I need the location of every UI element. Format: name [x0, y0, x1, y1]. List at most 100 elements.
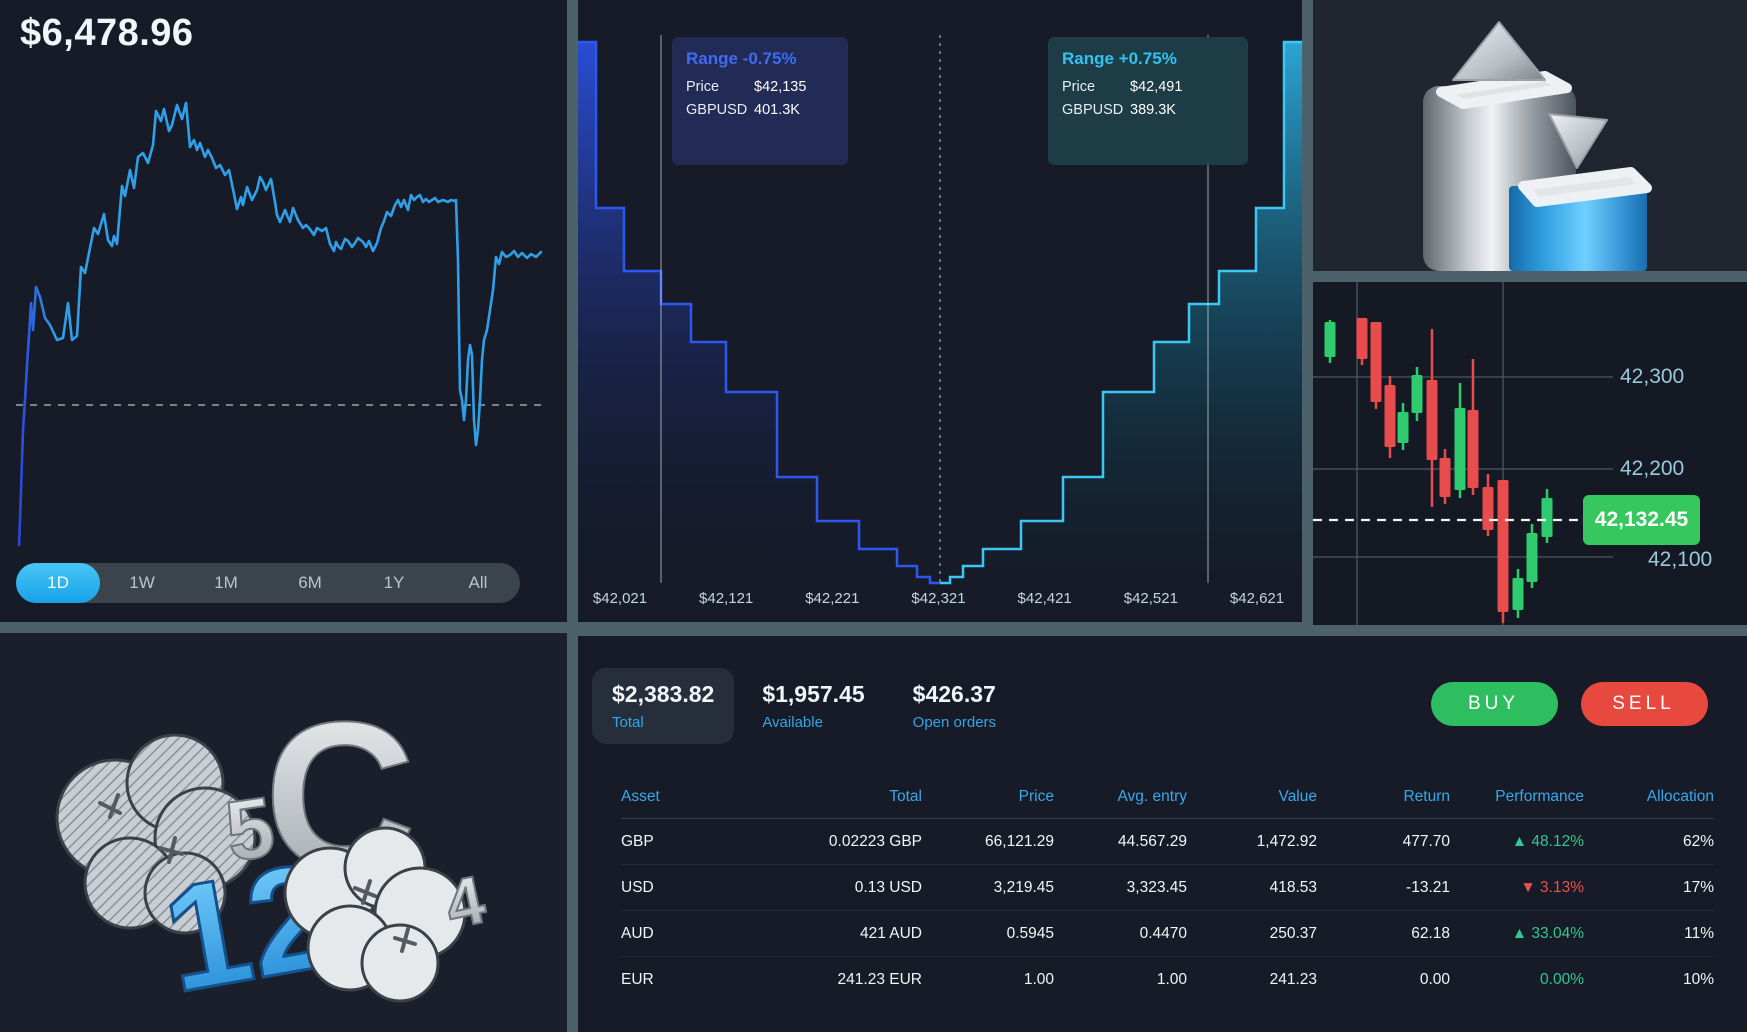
candle-body-up — [1512, 578, 1524, 610]
col-header-price: Price — [1018, 788, 1054, 805]
performance-cell: ▲ 48.12% — [1511, 832, 1584, 850]
depth-x-tick: $42,421 — [1017, 590, 1072, 607]
stat-total[interactable]: $2,383.82 Total — [592, 668, 735, 744]
y-axis-label: 42,100 — [1648, 548, 1713, 571]
value-cell: 1,472.92 — [1256, 832, 1317, 850]
range-button-1y[interactable]: 1Y — [383, 573, 405, 592]
assets-table: Asset Total Price Avg. entry Value Return Perf… — [621, 776, 1714, 1002]
value-cell: 250.37 — [1269, 924, 1317, 942]
asset-row-usd[interactable]: USD 0.13 USD 3,219.45 3,323.45 418.53 -13.21 ▼… — [621, 865, 1714, 911]
pair-value: 401.3K — [754, 102, 800, 118]
price-value: $42,135 — [754, 79, 807, 95]
bid-range-title: Range -0.75% — [686, 49, 797, 68]
return-cell: 0.00 — [1419, 970, 1450, 988]
return-cell: 62.18 — [1411, 924, 1450, 942]
depth-x-tick: $42,621 — [1229, 590, 1285, 607]
candle-body-down — [1497, 480, 1509, 612]
pair-label: GBPUSD — [1062, 102, 1124, 118]
col-header-value: Value — [1278, 788, 1318, 805]
range-button-1d[interactable]: 1D — [16, 563, 100, 603]
ask-range-title: Range +0.75% — [1062, 49, 1177, 68]
candle-body-up — [1541, 498, 1553, 537]
y-axis-label: 42,300 — [1620, 365, 1685, 388]
col-header-avg-entry: Avg. entry — [1117, 788, 1187, 805]
price-cell: 66,121.29 — [985, 832, 1054, 850]
candle-body-up — [1411, 375, 1423, 413]
range-button-6m[interactable]: 6M — [298, 573, 322, 592]
bid-price-row: Price $42,135 — [686, 79, 834, 95]
metal-blue-bars-illustration — [1423, 21, 1652, 271]
portfolio-balance: $6,478.96 — [20, 12, 194, 54]
bars-3d-illustration-panel — [1313, 0, 1747, 271]
bids-area — [578, 42, 940, 583]
portfolio-value-line — [17, 101, 543, 547]
candle-body-down — [1384, 385, 1396, 447]
asset-cell: EUR — [621, 970, 654, 988]
stat-value: $426.37 — [912, 681, 996, 707]
ask-volume-row: GBPUSD 389.3K — [1062, 102, 1234, 118]
depth-x-tick: $42,121 — [699, 590, 754, 607]
asset-row-gbp[interactable]: GBP 0.02223 GBP 66,121.29 44.567.29 1,472.92… — [621, 819, 1714, 865]
performance-cell: ▼ 3.13% — [1520, 878, 1584, 896]
sell-button[interactable]: SELL — [1581, 682, 1708, 726]
buy-button[interactable]: BUY — [1431, 682, 1558, 726]
avg-entry-cell: 44.567.29 — [1118, 832, 1187, 850]
candle-body-down — [1439, 458, 1451, 497]
account-panel: $2,383.82 Total $1,957.45 Available $426.37 O… — [578, 636, 1747, 1032]
ask-price-row: Price $42,491 — [1062, 79, 1234, 95]
pair-label: GBPUSD — [686, 102, 748, 118]
assets-table-body: GBP 0.02223 GBP 66,121.29 44.567.29 1,472.92… — [621, 819, 1714, 1002]
y-axis-label: 42,200 — [1620, 457, 1685, 480]
depth-x-tick: $42,221 — [805, 590, 860, 607]
stat-value: $2,383.82 — [612, 681, 715, 707]
col-header-allocation: Allocation — [1646, 788, 1714, 805]
portfolio-line-chart — [16, 101, 548, 547]
assets-table-header: Asset Total Price Avg. entry Value Return Perf… — [621, 776, 1714, 819]
price-cell: 3,219.45 — [993, 878, 1054, 896]
candle-body-down — [1482, 487, 1494, 530]
total-cell: 0.02223 GBP — [828, 832, 922, 850]
col-header-performance: Performance — [1495, 788, 1584, 805]
performance-cell: 0.00% — [1540, 970, 1584, 988]
asset-row-eur[interactable]: EUR 241.23 EUR 1.00 1.00 241.23 0.00 0.00% 10% — [621, 957, 1714, 1002]
candlestick-panel: 42,300 42,200 42,100 42,132.45 — [1313, 282, 1747, 625]
cloud-right — [283, 826, 467, 1003]
hatched-cloud-left — [55, 733, 257, 935]
blue-bar — [1509, 167, 1652, 271]
range-button-all[interactable]: All — [468, 573, 488, 592]
price-label: Price — [686, 79, 720, 95]
portfolio-panel: $6,478.96 1D 1W 1M 6M 1Y All — [0, 0, 567, 622]
allocation-cell: 11% — [1684, 924, 1714, 942]
allocation-cell: 17% — [1682, 878, 1714, 896]
time-range-selector: 1D 1W 1M 6M 1Y All — [16, 563, 520, 603]
asks-area — [940, 42, 1302, 583]
depth-x-tick: $42,521 — [1123, 590, 1178, 607]
numbers-3d-illustration-panel: C 5 12 4 — [0, 633, 567, 1032]
up-arrow-prism-icon — [1452, 21, 1546, 81]
price-label: Price — [1062, 79, 1096, 95]
stat-open-orders[interactable]: $426.37 Open orders — [893, 668, 1016, 744]
candle-body-down — [1356, 318, 1368, 359]
pair-value: 389.3K — [1130, 102, 1176, 118]
candle-body-down — [1426, 380, 1438, 460]
bid-range-tooltip: Range -0.75% Price $42,135 GBPUSD 401.3K — [672, 37, 848, 165]
stat-available[interactable]: $1,957.45 Available — [742, 668, 884, 744]
asset-cell: AUD — [621, 924, 654, 942]
stat-label: Total — [612, 714, 644, 731]
range-button-1m[interactable]: 1M — [214, 573, 238, 592]
account-stats: $2,383.82 Total $1,957.45 Available $426.37 O… — [592, 668, 1024, 744]
numbers-clouds-illustration: C 5 12 4 — [55, 677, 493, 1026]
return-cell: -13.21 — [1406, 878, 1450, 896]
bid-volume-row: GBPUSD 401.3K — [686, 102, 834, 118]
value-cell: 418.53 — [1269, 878, 1317, 896]
asset-cell: USD — [621, 878, 654, 896]
trade-buttons: BUY SELL — [1431, 682, 1708, 726]
depth-x-tick: $42,021 — [592, 590, 648, 607]
ask-range-tooltip: Range +0.75% Price $42,491 GBPUSD 389.3K — [1048, 37, 1248, 165]
price-cell: 1.00 — [1023, 970, 1054, 988]
stat-label: Open orders — [912, 714, 997, 731]
asset-row-aud[interactable]: AUD 421 AUD 0.5945 0.4470 250.37 62.18 ▲ 33.04… — [621, 911, 1714, 957]
asks-step-line — [940, 40, 1302, 585]
range-button-1w[interactable]: 1W — [129, 573, 155, 592]
candle-body-up — [1454, 408, 1466, 490]
